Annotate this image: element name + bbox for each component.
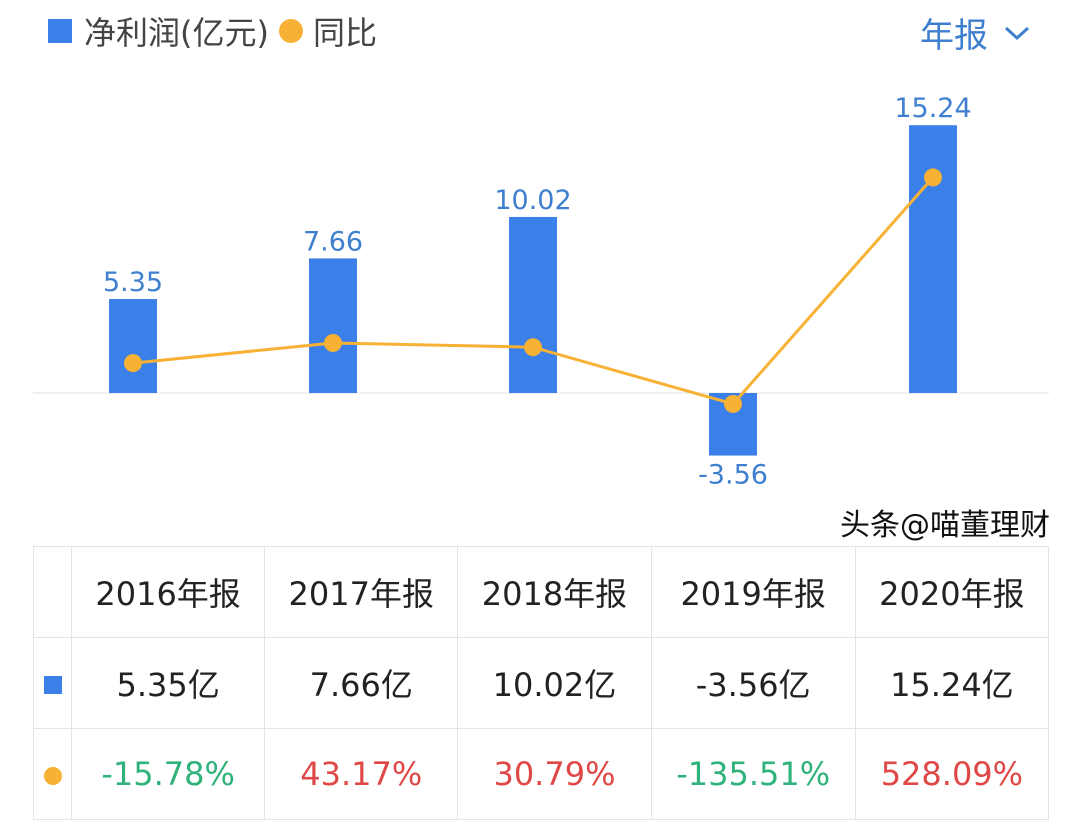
data-table: 2016年报 2017年报 2018年报 2019年报 2020年报 5.35亿… [33,546,1050,820]
bar [109,299,157,393]
yoy-point [924,168,942,187]
legend: 净利润(亿元) 同比 [48,8,377,54]
yoy-cell: -15.78% [70,728,266,820]
yoy-cell: 30.79% [457,728,652,820]
header-cell: 2018年报 [457,546,652,638]
bar [909,125,957,393]
table-header-row: 2016年报 2017年报 2018年报 2019年报 2020年报 [33,546,1050,638]
profit-cell: 5.35亿 [70,637,266,729]
period-label: 年报 [920,16,988,56]
bar-label: 5.35 [103,267,163,298]
line-series-marker [43,767,62,785]
profit-cell: 15.24亿 [854,637,1050,729]
chart: 5.35 7.66 10.02 -3.56 15.24 [33,93,1049,491]
yoy-point [324,333,342,352]
header-cell: 2020年报 [854,546,1050,638]
bar-series-marker [43,676,62,694]
bar [509,216,557,393]
yoy-cell: -135.51% [650,728,856,820]
header-cell: 2016年报 [70,546,266,638]
bar-label: -3.56 [698,460,768,491]
line-legend-swatch [278,19,303,43]
header-cell: 2017年报 [264,546,459,638]
chevron-down-icon [1004,26,1030,40]
bar [309,258,357,393]
bar-legend-swatch [48,19,72,43]
line-legend-label: 同比 [312,14,377,52]
profit-cell: 7.66亿 [264,637,459,729]
bar-label: 10.02 [494,185,571,216]
period-selector[interactable]: 年报 [920,8,1030,57]
yoy-cell: 528.09% [854,728,1050,820]
bar-label: 7.66 [303,226,363,257]
bar-legend-label: 净利润(亿元) [84,14,269,52]
watermark: 头条@喵董理财 [840,508,1050,543]
bar-label: 15.24 [894,93,971,124]
yoy-point [724,394,742,413]
yoy-cell: 43.17% [264,728,459,820]
header-cell: 2019年报 [650,546,856,638]
table-row-profit: 5.35亿 7.66亿 10.02亿 -3.56亿 15.24亿 [33,637,1050,729]
profit-cell: -3.56亿 [650,637,856,729]
profit-cell: 10.02亿 [457,637,652,729]
yoy-point [524,338,542,357]
table-row-yoy: -15.78% 43.17% 30.79% -135.51% 528.09% [33,728,1050,820]
yoy-point [124,354,142,373]
